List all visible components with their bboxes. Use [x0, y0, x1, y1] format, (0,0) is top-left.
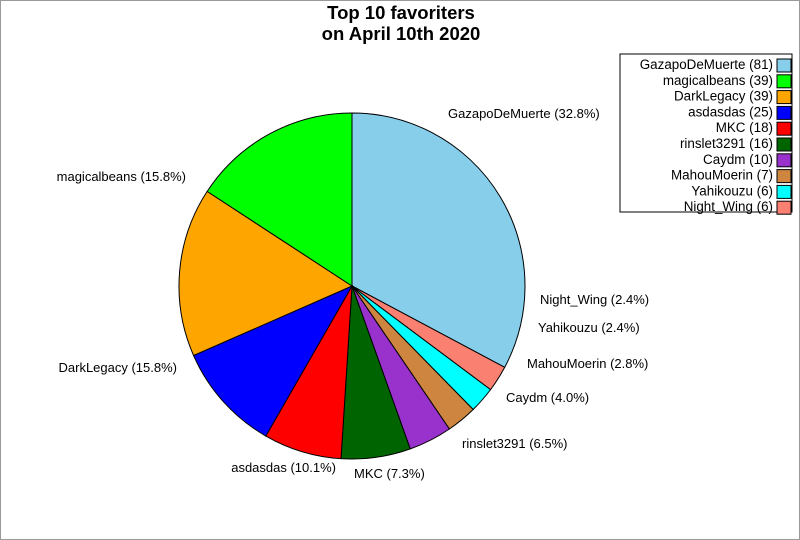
svg-text:Caydm (4.0%): Caydm (4.0%) — [506, 390, 589, 405]
svg-text:magicalbeans (15.8%): magicalbeans (15.8%) — [57, 169, 186, 184]
svg-text:GazapoDeMuerte (81): GazapoDeMuerte (81) — [640, 57, 773, 72]
svg-text:Yahikouzu (6): Yahikouzu (6) — [691, 183, 773, 198]
svg-text:DarkLegacy (39): DarkLegacy (39) — [674, 89, 773, 104]
svg-text:MahouMoerin (7): MahouMoerin (7) — [671, 168, 773, 183]
svg-text:rinslet3291 (6.5%): rinslet3291 (6.5%) — [462, 436, 568, 451]
svg-text:rinslet3291 (16): rinslet3291 (16) — [680, 136, 773, 151]
svg-text:DarkLegacy (15.8%): DarkLegacy (15.8%) — [59, 360, 178, 375]
svg-text:MKC (18): MKC (18) — [716, 120, 773, 135]
svg-text:asdasdas (25): asdasdas (25) — [688, 104, 773, 119]
svg-text:Night_Wing (2.4%): Night_Wing (2.4%) — [540, 292, 649, 307]
svg-text:GazapoDeMuerte (32.8%): GazapoDeMuerte (32.8%) — [448, 106, 600, 121]
svg-text:MKC (7.3%): MKC (7.3%) — [354, 466, 425, 481]
svg-text:Night_Wing (6): Night_Wing (6) — [684, 199, 773, 214]
svg-text:asdasdas (10.1%): asdasdas (10.1%) — [231, 460, 336, 475]
svg-text:magicalbeans (39): magicalbeans (39) — [663, 73, 773, 88]
svg-text:Yahikouzu (2.4%): Yahikouzu (2.4%) — [538, 320, 640, 335]
svg-text:MahouMoerin (2.8%): MahouMoerin (2.8%) — [527, 356, 648, 371]
svg-text:Caydm (10): Caydm (10) — [703, 152, 773, 167]
